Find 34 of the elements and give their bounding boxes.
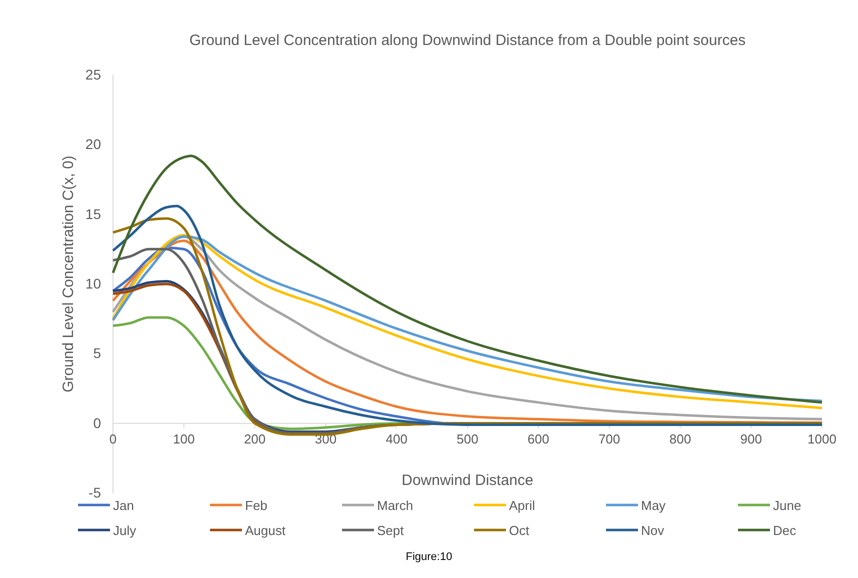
legend-label: August [245,523,286,538]
legend-label: Feb [245,498,268,513]
x-tick-label: 600 [528,432,550,447]
legend-label: Dec [773,523,797,538]
y-tick-label: 20 [85,136,102,152]
legend-label: March [377,498,414,513]
legend-label: July [113,523,137,538]
x-tick-label: 500 [456,432,478,447]
legend-label: Nov [641,523,665,538]
legend-label: Sept [377,523,404,538]
line-series [112,154,824,404]
legend-label: Oct [509,523,530,538]
legend-label: April [509,498,536,513]
y-tick-label: 15 [85,206,102,222]
legend-label: June [773,498,802,513]
y-tick-label: -5 [88,484,102,500]
chart-title: Ground Level Concentration along Downwind Distance from a Double point sources [189,32,746,49]
y-tick-label: 25 [85,66,102,82]
legend-label: Jan [113,498,134,513]
x-tick-label: 700 [598,432,620,447]
text: Figure:10 [406,551,452,563]
y-tick-label: 5 [93,345,102,362]
y-tick-label: 10 [85,275,102,292]
x-tick-label: 200 [244,432,266,447]
x-axis-title: Downwind Distance [402,472,534,489]
x-tick-label: 900 [740,432,762,447]
x-tick-label: 100 [173,432,195,447]
legend-label: May [641,498,666,513]
y-tick-label: 0 [93,414,102,431]
x-tick-label: 800 [669,432,692,447]
x-tick-label: 0 [109,432,117,447]
x-tick-label: 1000 [808,432,836,447]
y-axis-title: Ground Level Concentration C(x, 0) [60,156,77,392]
x-tick-label: 400 [386,432,408,447]
